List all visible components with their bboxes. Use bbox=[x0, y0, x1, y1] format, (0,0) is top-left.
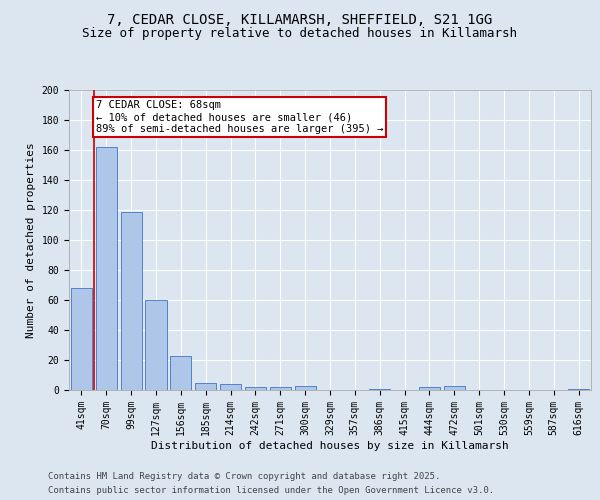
Bar bbox=[145, 300, 167, 390]
Y-axis label: Number of detached properties: Number of detached properties bbox=[26, 142, 36, 338]
Bar bbox=[295, 386, 316, 390]
Bar bbox=[369, 388, 390, 390]
Bar bbox=[270, 387, 291, 390]
Bar bbox=[568, 388, 589, 390]
Text: 7 CEDAR CLOSE: 68sqm
← 10% of detached houses are smaller (46)
89% of semi-detac: 7 CEDAR CLOSE: 68sqm ← 10% of detached h… bbox=[96, 100, 383, 134]
Bar bbox=[96, 147, 117, 390]
X-axis label: Distribution of detached houses by size in Killamarsh: Distribution of detached houses by size … bbox=[151, 440, 509, 450]
Bar bbox=[220, 384, 241, 390]
Bar bbox=[245, 387, 266, 390]
Text: 7, CEDAR CLOSE, KILLAMARSH, SHEFFIELD, S21 1GG: 7, CEDAR CLOSE, KILLAMARSH, SHEFFIELD, S… bbox=[107, 12, 493, 26]
Bar bbox=[195, 382, 216, 390]
Bar bbox=[121, 212, 142, 390]
Bar bbox=[170, 356, 191, 390]
Text: Size of property relative to detached houses in Killamarsh: Size of property relative to detached ho… bbox=[83, 28, 517, 40]
Text: Contains public sector information licensed under the Open Government Licence v3: Contains public sector information licen… bbox=[48, 486, 494, 495]
Bar bbox=[444, 386, 465, 390]
Text: Contains HM Land Registry data © Crown copyright and database right 2025.: Contains HM Land Registry data © Crown c… bbox=[48, 472, 440, 481]
Bar bbox=[419, 387, 440, 390]
Bar bbox=[71, 288, 92, 390]
